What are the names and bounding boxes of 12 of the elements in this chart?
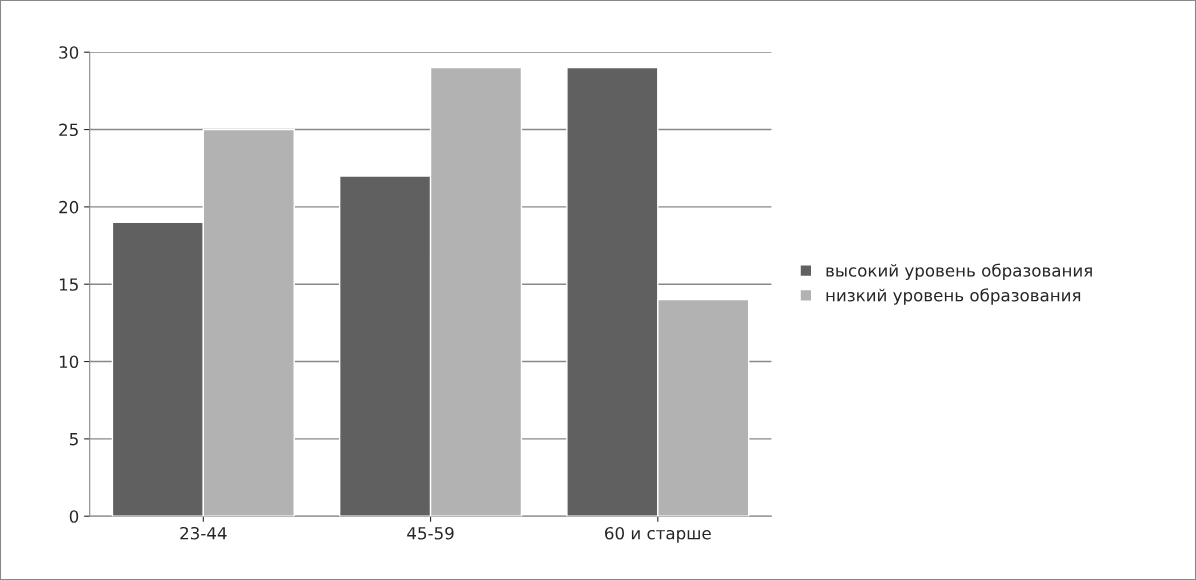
y-tick-label: 5: [69, 433, 78, 446]
x-tick-label: 23-44: [180, 526, 227, 540]
x-tick-label: 45-59: [407, 526, 454, 540]
legend-label: низкий уровень образования: [826, 288, 1081, 305]
y-tick-label: 10: [59, 355, 79, 369]
y-tick-label: 30: [59, 46, 79, 59]
y-tick-label: 25: [59, 123, 78, 137]
x-tick-label: 60 и старше: [605, 526, 711, 543]
y-tick-label: 0: [69, 510, 79, 523]
y-tick-label: 20: [59, 200, 79, 214]
legend-label: высокий уровень образования: [826, 263, 1092, 281]
y-tick-label: 15: [59, 278, 78, 291]
